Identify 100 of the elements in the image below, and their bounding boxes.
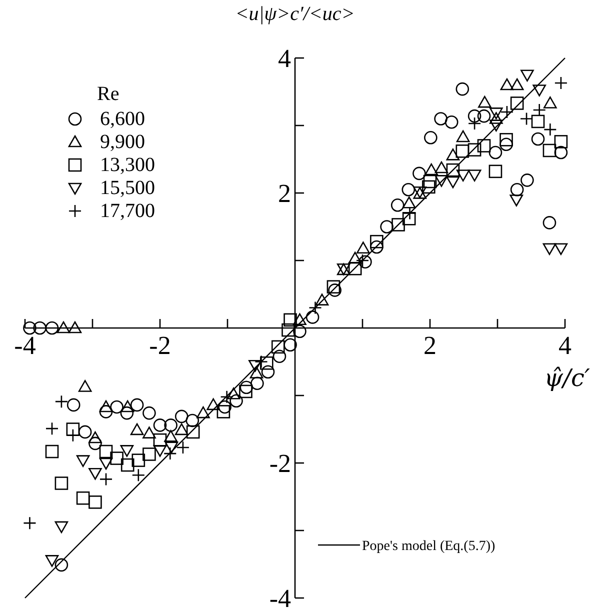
point [456,170,470,182]
point [66,422,80,436]
point [510,182,524,196]
point [250,366,264,378]
point [196,406,210,418]
point [76,491,90,505]
y-tick-label: 4 [278,44,291,74]
point [240,380,254,394]
point [477,139,491,152]
point [348,252,362,264]
x-tick-label: -4 [14,331,36,360]
point [88,431,102,444]
point [164,418,178,432]
point [520,174,534,187]
point [110,400,124,414]
point [99,400,113,412]
legend-label: 6,600 [100,108,145,130]
point [326,280,340,294]
point [284,313,297,327]
point [293,313,306,326]
point [76,455,90,467]
point [478,96,492,108]
x-tick-label: 2 [424,331,436,360]
point [500,133,513,146]
y-tick-label: -4 [269,584,291,610]
point [315,294,329,306]
point [78,380,92,392]
point [434,112,448,126]
point [444,115,458,129]
point [120,400,134,412]
point [216,405,230,418]
point [142,448,156,461]
point [424,131,438,144]
point [370,234,384,248]
point [99,444,113,458]
point [434,175,448,187]
point [68,321,82,334]
point [402,196,416,208]
x-tick-label: -2 [149,331,171,360]
point [120,406,134,420]
point [434,161,448,174]
point [542,243,556,255]
legend-label: 9,900 [100,131,145,153]
point [260,356,274,370]
point [477,109,491,123]
annotation: Pope's model (Eq.(5.7)) [362,538,496,554]
point [370,240,384,254]
y-axis-title: <u|ψ>c′/<uc> [235,3,355,25]
point [66,398,80,412]
point [78,425,92,439]
point [45,444,59,458]
point [110,452,124,465]
point [33,321,46,335]
point [272,350,286,363]
point [446,163,460,177]
point [554,146,568,160]
point [153,418,167,432]
x-tick-label: 4 [558,331,572,360]
point [380,220,394,234]
point [446,148,460,160]
point [328,284,342,297]
point [88,496,102,509]
point [456,130,470,142]
point [248,360,262,372]
point [423,174,437,188]
point [206,398,220,410]
point [120,458,134,472]
point [468,109,482,123]
point [45,555,59,567]
point [488,164,502,178]
point [390,198,404,212]
point [88,468,102,480]
point [142,426,156,438]
point [456,82,470,96]
point [542,144,556,158]
point [542,216,556,230]
point [510,194,524,206]
x-axis-title: ψ̂/c′ [544,364,590,392]
point [412,166,426,180]
y-tick-label: -2 [269,449,291,478]
point [532,84,546,96]
point [500,138,513,152]
point [468,143,482,156]
point [132,454,146,467]
legend-title: Re [97,83,120,105]
point [500,78,514,90]
point [468,170,482,182]
point [356,242,370,254]
point [218,400,232,414]
point [54,521,68,534]
point [348,262,362,276]
point [164,430,178,442]
point [174,423,188,436]
point [174,410,188,424]
legend-label: 15,500 [100,177,155,199]
point [488,146,502,160]
point [424,163,438,176]
point [490,120,503,132]
point [554,243,568,255]
point [239,384,252,398]
